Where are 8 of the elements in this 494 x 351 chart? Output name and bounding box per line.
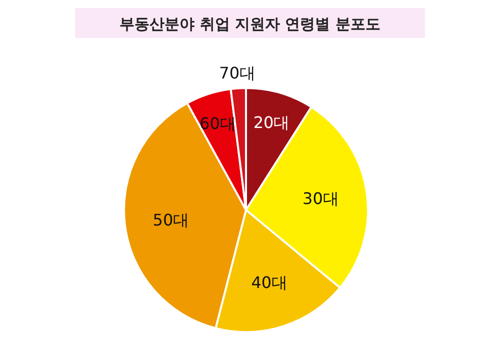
title: 부동산분야 취업 지원자 연령별 분포도: [75, 8, 425, 38]
slice-label: 50대: [152, 210, 190, 230]
slice-label: 60대: [200, 114, 236, 133]
slice-label: 30대: [302, 189, 339, 208]
slice-label: 70대: [219, 63, 256, 82]
slice-label: 40대: [251, 272, 288, 292]
slice-label: 20대: [253, 113, 290, 132]
chart-title: 부동산분야 취업 지원자 연령별 분포도: [120, 15, 380, 33]
